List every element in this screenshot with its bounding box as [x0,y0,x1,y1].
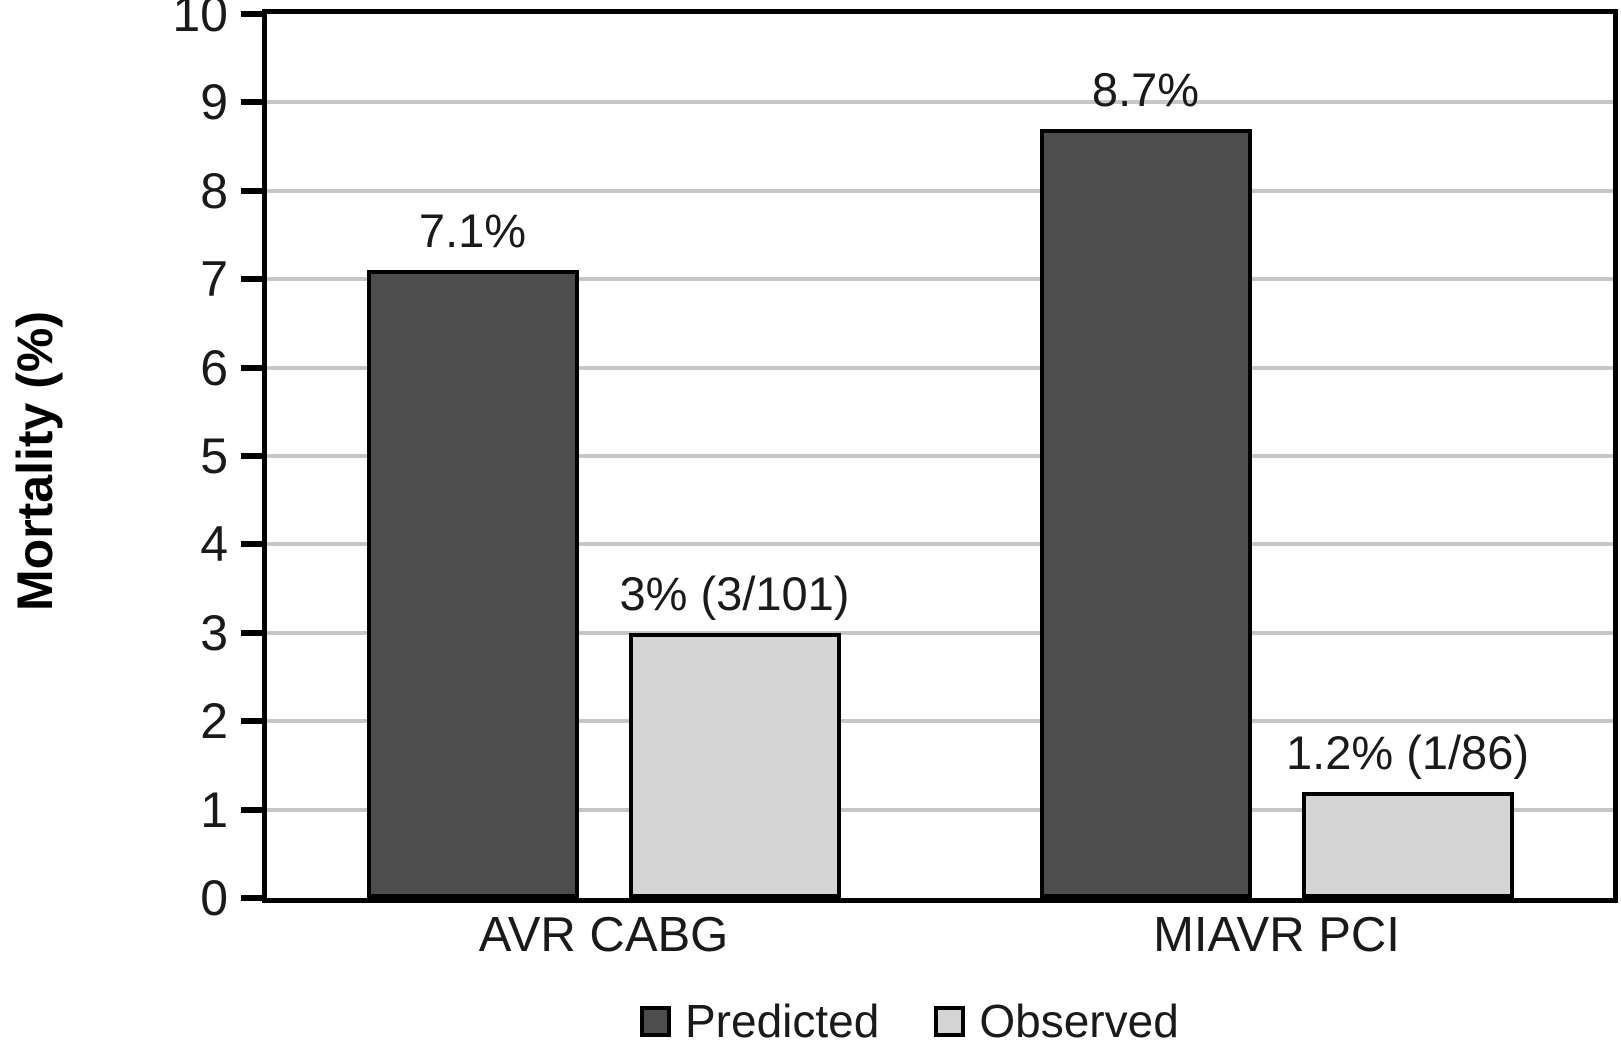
legend-swatch-observed [934,1005,966,1037]
y-tick-label-3: 3 [200,604,228,661]
y-tick-label-2: 2 [200,693,228,750]
category-label-avr-cabg: AVR CABG [478,908,729,962]
y-tick-3 [241,629,267,636]
gridline-3 [267,630,1613,635]
y-tick-label-9: 9 [200,74,228,131]
legend-item-observed: Observed [934,995,1179,1045]
gridline-9 [267,100,1613,105]
y-tick-label-5: 5 [200,428,228,484]
value-label-predicted-miavr-pci: 8.7% [1091,62,1200,116]
y-tick-6 [241,364,267,371]
y-tick-4 [241,541,267,548]
bar-predicted-miavr-pci [1039,128,1252,898]
gridline-5 [267,454,1613,458]
gridline-7 [267,277,1613,282]
value-label-observed-avr-cabg: 3% (3/101) [619,566,850,620]
y-tick-1 [241,806,267,813]
gridline-6 [267,365,1613,370]
y-tick-0 [241,895,267,901]
y-tick-label-1: 1 [200,781,228,838]
y-tick-label-10: 10 [172,0,228,42]
value-label-predicted-avr-cabg: 7.1% [418,204,527,258]
y-axis-title: Mortality (%) [7,311,63,611]
y-tick-label-8: 8 [200,162,228,219]
bar-observed-avr-cabg [628,632,841,898]
legend-swatch-predicted [640,1005,671,1037]
y-tick-label-4: 4 [200,516,228,573]
legend-label-observed: Observed [979,995,1179,1045]
legend-item-predicted: Predicted [640,996,879,1045]
y-tick-10 [241,11,267,17]
legend-label-predicted: Predicted [685,995,880,1045]
y-tick-label-7: 7 [200,251,228,308]
gridline-1 [267,807,1613,812]
y-tick-2 [241,718,267,725]
bar-observed-miavr-pci [1301,791,1514,898]
y-tick-9 [241,99,267,106]
y-tick-label-6: 6 [200,339,228,396]
plot-area: 7.1% 3% (3/101) 8.7% 1.2% (1/86) [262,9,1618,903]
y-tick-7 [241,276,267,283]
category-label-miavr-pci: MIAVR PCI [1153,908,1400,962]
legend: Predicted Observed [640,996,1179,1045]
y-tick-label-0: 0 [200,870,228,926]
value-label-observed-miavr-pci: 1.2% (1/86) [1286,725,1529,779]
y-tick-5 [241,453,267,459]
y-tick-8 [241,187,267,194]
gridline-2 [267,719,1613,724]
gridline-8 [267,188,1613,193]
bar-predicted-avr-cabg [366,270,579,898]
gridline-4 [267,542,1613,547]
